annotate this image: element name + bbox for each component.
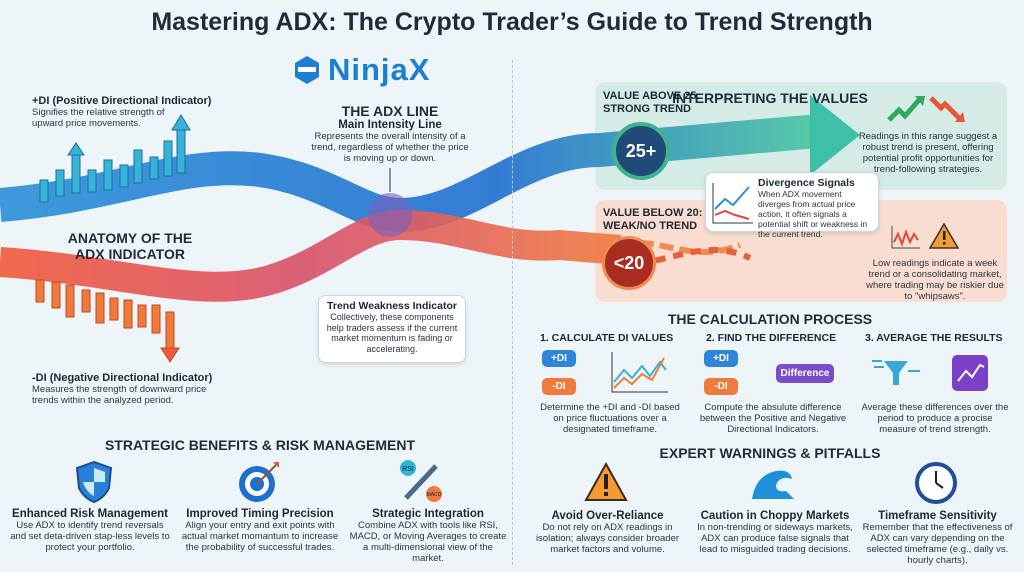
step-1-title: 1. CALCULATE DI VALUES [540,332,674,344]
rsi-badge: RSI [402,466,414,473]
plus-di-title: +DI (Positive Directional Indicator) [32,95,212,107]
divergence-chart-icon [712,183,753,224]
minus-di-text: Measures the strength of downward price … [32,384,207,406]
warning-choppy-markets: Caution in Choppy Markets In non-trendin… [695,510,855,555]
adx-red-wave [0,209,622,302]
warning-title: Caution in Choppy Markets [700,510,850,522]
benefit-risk-management: Enhanced Risk Management Use ADX to iden… [10,508,170,553]
macd-badge: MACD [427,492,442,498]
warning-text: Remember that the effectiveness of ADX c… [862,522,1013,566]
warning-title: Avoid Over-Reliance [551,510,664,522]
warning-over-reliance: Avoid Over-Reliance Do not rely on ADX r… [530,510,685,555]
warning-timeframe: Timeframe Sensitivity Remember that the … [860,510,1015,566]
weak-trend-label: VALUE BELOW 20: WEAK/NO TREND [603,207,703,232]
adx-line-text: Represents the overall intensity of a tr… [311,131,469,164]
divergence-text: When ADX movement diverges from actual p… [758,189,868,239]
wrench-icon: RSI MACD [400,460,442,502]
warning-text: In non-trending or sideways markets, ADX… [697,522,853,555]
plus-di-pill: +DI [542,350,576,367]
funnel-icon [872,360,920,385]
benefits-heading: STRATEGIC BENEFITS & RISK MANAGEMENT [104,437,416,453]
choppy-chart-warning-icon [891,222,960,249]
benefit-text: Use ADX to identify trend reversals and … [10,520,170,553]
blue-arrow-head [810,95,860,175]
plus-di-pill: +DI [704,350,738,367]
benefit-title: Improved Timing Precision [186,508,334,520]
step-1-text: Determine the +DI and -DI based on price… [540,402,680,435]
weak-trend-text: Low readings indicate a week trend or a … [866,258,1004,302]
shield-icon [75,460,113,504]
warning-text: Do not rely on ADX readings in isolation… [535,522,680,555]
page-title: Mastering ADX: The Crypto Trader’s Guide… [151,8,873,36]
adx-line-subtitle: Main Intensity Line [338,119,442,131]
warning-title: Timeframe Sensitivity [878,510,997,522]
warnings-heading: EXPERT WARNINGS & PITFALLS [659,445,881,461]
adx-node [368,193,412,237]
logo: NinjaX [290,50,450,90]
trend-arrows-icon [887,96,965,122]
divergence-card: Divergence Signals When ADX movement div… [705,172,879,239]
benefit-text: Align your entry and exit points with ac… [181,520,339,553]
anatomy-heading: ANATOMY OF THE ADX INDICATOR [67,230,193,262]
adx-line-description: THE ADX LINE Main Intensity Line Represe… [310,103,470,164]
benefit-title: Strategic Integration [372,508,484,520]
minus-di-pill: -DI [542,378,576,395]
strong-badge: 25+ [612,122,670,180]
weakness-text: Collectively, these components help trad… [326,312,458,354]
step-2-title: 2. FIND THE DIFFERENCE [706,332,837,344]
warning-icon [584,462,628,501]
plus-di-description: +DI (Positive Directional Indicator) Sig… [32,95,232,129]
calculation-heading: THE CALCULATION PROCESS [667,311,873,327]
strong-trend-text: Readings in this range suggest a robust … [858,131,998,175]
adx-line-title: THE ADX LINE [341,103,439,119]
logo-text: NinjaX [328,52,431,87]
strong-trend-label: VALUE ABOVE 25: STRONG TREND [603,90,701,115]
target-icon [239,462,279,502]
section-divider [512,60,513,565]
average-chart-icon [952,355,988,391]
benefit-strategic-integration: Strategic Integration Combine ADX with t… [348,508,508,564]
difference-pill: Difference [776,364,834,383]
wave-icon [752,470,794,499]
clock-icon [915,462,957,504]
interpreting-heading: INTERPRETING THE VALUES [672,90,868,106]
minus-di-pill: -DI [704,378,738,395]
weakness-title: Trend Weakness Indicator [327,300,457,312]
up-candles [39,114,191,203]
down-candles [35,279,180,363]
divergence-title: Divergence Signals [758,177,855,189]
minus-di-description: -DI (Negative Directional Indicator) Mea… [32,372,252,406]
step-3-title: 3. AVERAGE THE RESULTS [865,332,1003,344]
weak-badge: <20 [602,236,656,290]
step-3-text: Average these differences over the perio… [861,402,1009,435]
benefit-text: Combine ADX with tools like RSI, MACD, o… [349,520,507,564]
trend-weakness-card: Trend Weakness Indicator Collectively, t… [318,295,466,363]
benefit-timing-precision: Improved Timing Precision Align your ent… [180,508,340,553]
step-2-text: Compute the absulute difference between … [699,402,847,435]
minus-di-title: -DI (Negative Directional Indicator) [32,372,213,384]
di-lines-chart-icon [611,352,668,393]
ninja-icon [295,56,319,84]
benefit-title: Enhanced Risk Management [12,508,168,520]
plus-di-text: Signifies the relative strength of upwar… [32,107,165,129]
